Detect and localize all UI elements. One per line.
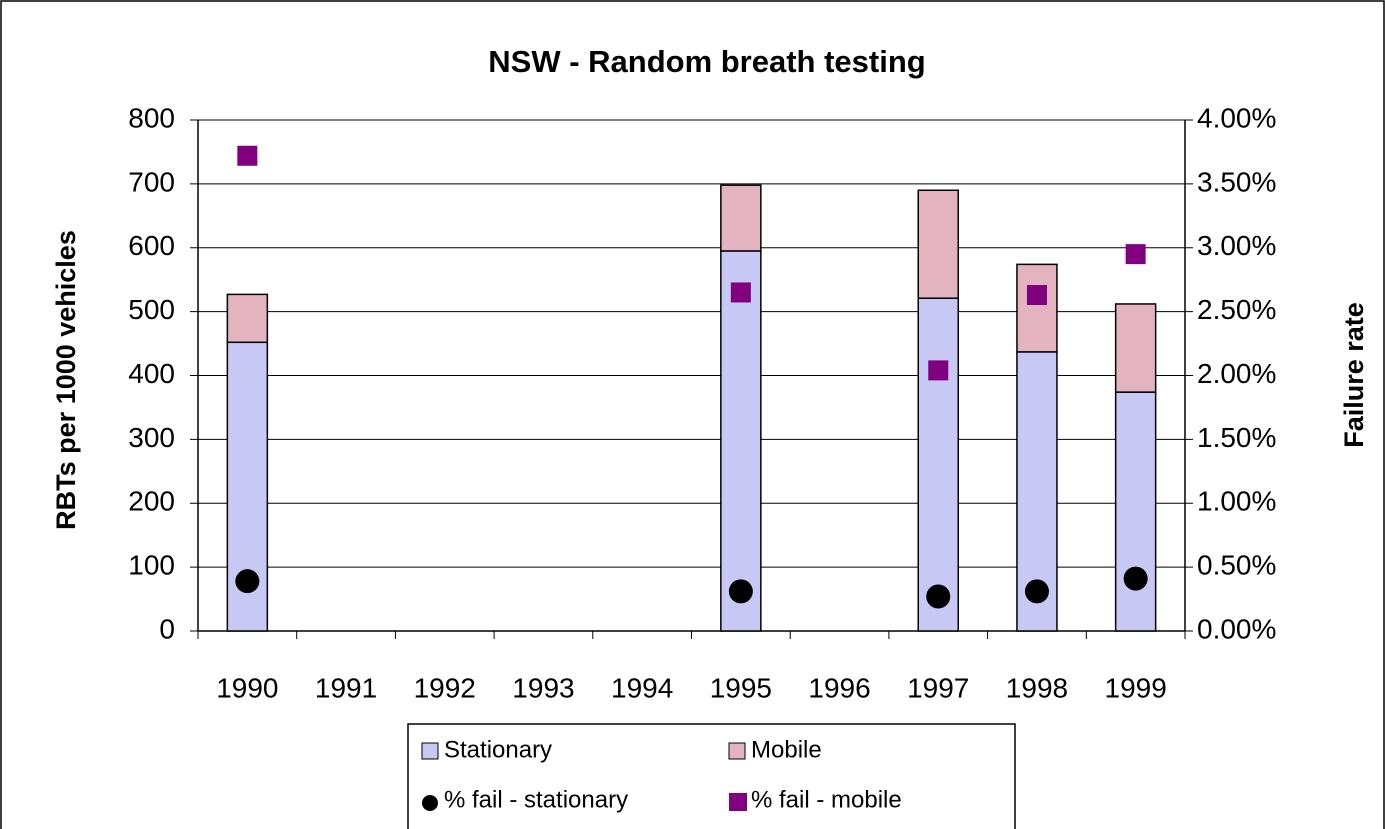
marker-circle xyxy=(1024,579,1049,604)
x-tick-label: 1990 xyxy=(216,672,278,703)
bar xyxy=(1114,391,1157,632)
legend-label: % fail - mobile xyxy=(751,786,902,813)
y-tick-label: 400 xyxy=(128,358,175,389)
x-tick-label: 1992 xyxy=(414,672,476,703)
marker-square xyxy=(928,360,949,381)
x-tick-label: 1991 xyxy=(315,672,377,703)
y2-axis-title: Failure rate xyxy=(1339,302,1369,448)
bar xyxy=(917,297,959,632)
legend-swatch xyxy=(421,742,439,760)
legend-label: Stationary xyxy=(444,736,552,763)
y2-tick-label: 0.50% xyxy=(1197,550,1276,581)
y-tick-label: 500 xyxy=(128,294,175,325)
bar xyxy=(720,250,762,632)
marker-circle xyxy=(235,569,260,594)
y-tick-label: 800 xyxy=(128,102,175,133)
marker-square xyxy=(1125,244,1146,265)
x-tick-label: 1993 xyxy=(512,672,574,703)
y-axis-title: RBTs per 1000 vehicles xyxy=(51,230,81,530)
marker-circle xyxy=(926,584,951,609)
x-tick-label: 1997 xyxy=(907,672,969,703)
y2-tick-label: 1.50% xyxy=(1197,422,1276,453)
x-tick-label: 1995 xyxy=(710,672,772,703)
bar xyxy=(1114,303,1157,393)
y-tick-label: 700 xyxy=(128,166,175,197)
legend-swatch xyxy=(422,795,438,811)
y2-tick-label: 3.50% xyxy=(1197,166,1276,197)
y-tick-label: 300 xyxy=(128,422,175,453)
legend-label: % fail - stationary xyxy=(444,786,628,813)
y-tick-label: 100 xyxy=(128,550,175,581)
marker-circle xyxy=(1123,566,1148,591)
x-tick-label: 1998 xyxy=(1006,672,1068,703)
legend-box xyxy=(407,723,1016,829)
chart-title: NSW - Random breath testing xyxy=(488,44,925,79)
marker-square xyxy=(730,282,751,303)
y-tick-label: 600 xyxy=(128,230,175,261)
marker-circle xyxy=(728,579,753,604)
y-tick-label: 0 xyxy=(159,613,175,644)
x-tick-label: 1994 xyxy=(611,672,673,703)
x-tick-label: 1996 xyxy=(808,672,870,703)
bar xyxy=(917,189,959,299)
bar xyxy=(226,293,269,344)
marker-square xyxy=(237,145,258,166)
legend-swatch xyxy=(728,742,746,760)
y2-tick-label: 3.00% xyxy=(1197,230,1276,261)
y2-tick-label: 4.00% xyxy=(1197,102,1276,133)
x-tick-label: 1999 xyxy=(1105,672,1167,703)
y2-tick-label: 0.00% xyxy=(1197,613,1276,644)
y2-tick-label: 2.00% xyxy=(1197,358,1276,389)
marker-square xyxy=(1026,285,1047,306)
y-tick-label: 200 xyxy=(128,486,175,517)
bar xyxy=(1016,263,1058,353)
legend-swatch xyxy=(729,793,747,811)
legend-label: Mobile xyxy=(751,736,822,763)
y2-tick-label: 1.00% xyxy=(1197,486,1276,517)
y2-tick-label: 2.50% xyxy=(1197,294,1276,325)
bar xyxy=(720,184,762,252)
